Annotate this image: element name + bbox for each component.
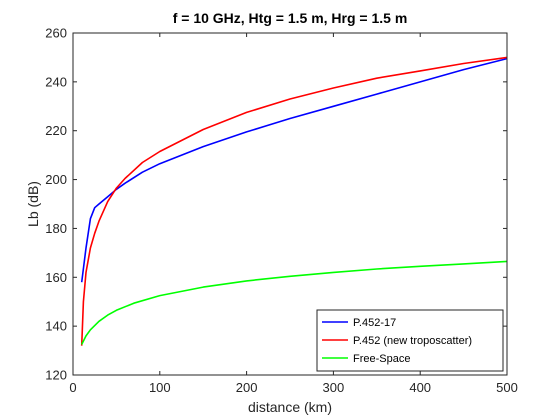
legend-label-1: P.452 (new troposcatter) bbox=[353, 335, 472, 347]
tick-layer: 0 100 200 300 400 500 120 140 160 180 200 220 240 260 bbox=[45, 26, 518, 396]
x-tick-label: 500 bbox=[496, 380, 518, 395]
series-line-0 bbox=[80, 57, 508, 283]
x-tick-label: 200 bbox=[236, 380, 258, 395]
y-tick-label: 240 bbox=[45, 74, 67, 89]
x-tick-label: 100 bbox=[149, 380, 171, 395]
legend: P.452-17 P.452 (new troposcatter) Free-Spa… bbox=[316, 309, 504, 372]
y-tick-label: 180 bbox=[45, 221, 67, 236]
legend-label-0: P.452-17 bbox=[353, 317, 396, 329]
axes-box bbox=[72, 32, 508, 376]
y-axis-label: Lb (dB) bbox=[25, 181, 41, 227]
series-layer bbox=[80, 56, 508, 346]
series-line-2 bbox=[80, 260, 508, 345]
legend-label-2: Free-Space bbox=[353, 353, 410, 365]
y-tick-label: 260 bbox=[45, 26, 67, 41]
x-tick-label: 400 bbox=[409, 380, 431, 395]
chart-title: f = 10 GHz, Htg = 1.5 m, Hrg = 1.5 m bbox=[173, 10, 408, 26]
x-tick-label: 300 bbox=[323, 380, 345, 395]
y-tick-label: 160 bbox=[45, 270, 67, 285]
y-tick-label: 200 bbox=[45, 172, 67, 187]
legend-entries: P.452-17 P.452 (new troposcatter) Free-Spa… bbox=[322, 317, 472, 365]
series-line-1 bbox=[80, 56, 508, 346]
y-tick-label: 140 bbox=[45, 319, 67, 334]
y-tick-label: 120 bbox=[45, 368, 67, 383]
x-axis-label: distance (km) bbox=[248, 399, 332, 415]
y-tick-label: 220 bbox=[45, 123, 67, 138]
x-tick-label: 0 bbox=[69, 380, 76, 395]
